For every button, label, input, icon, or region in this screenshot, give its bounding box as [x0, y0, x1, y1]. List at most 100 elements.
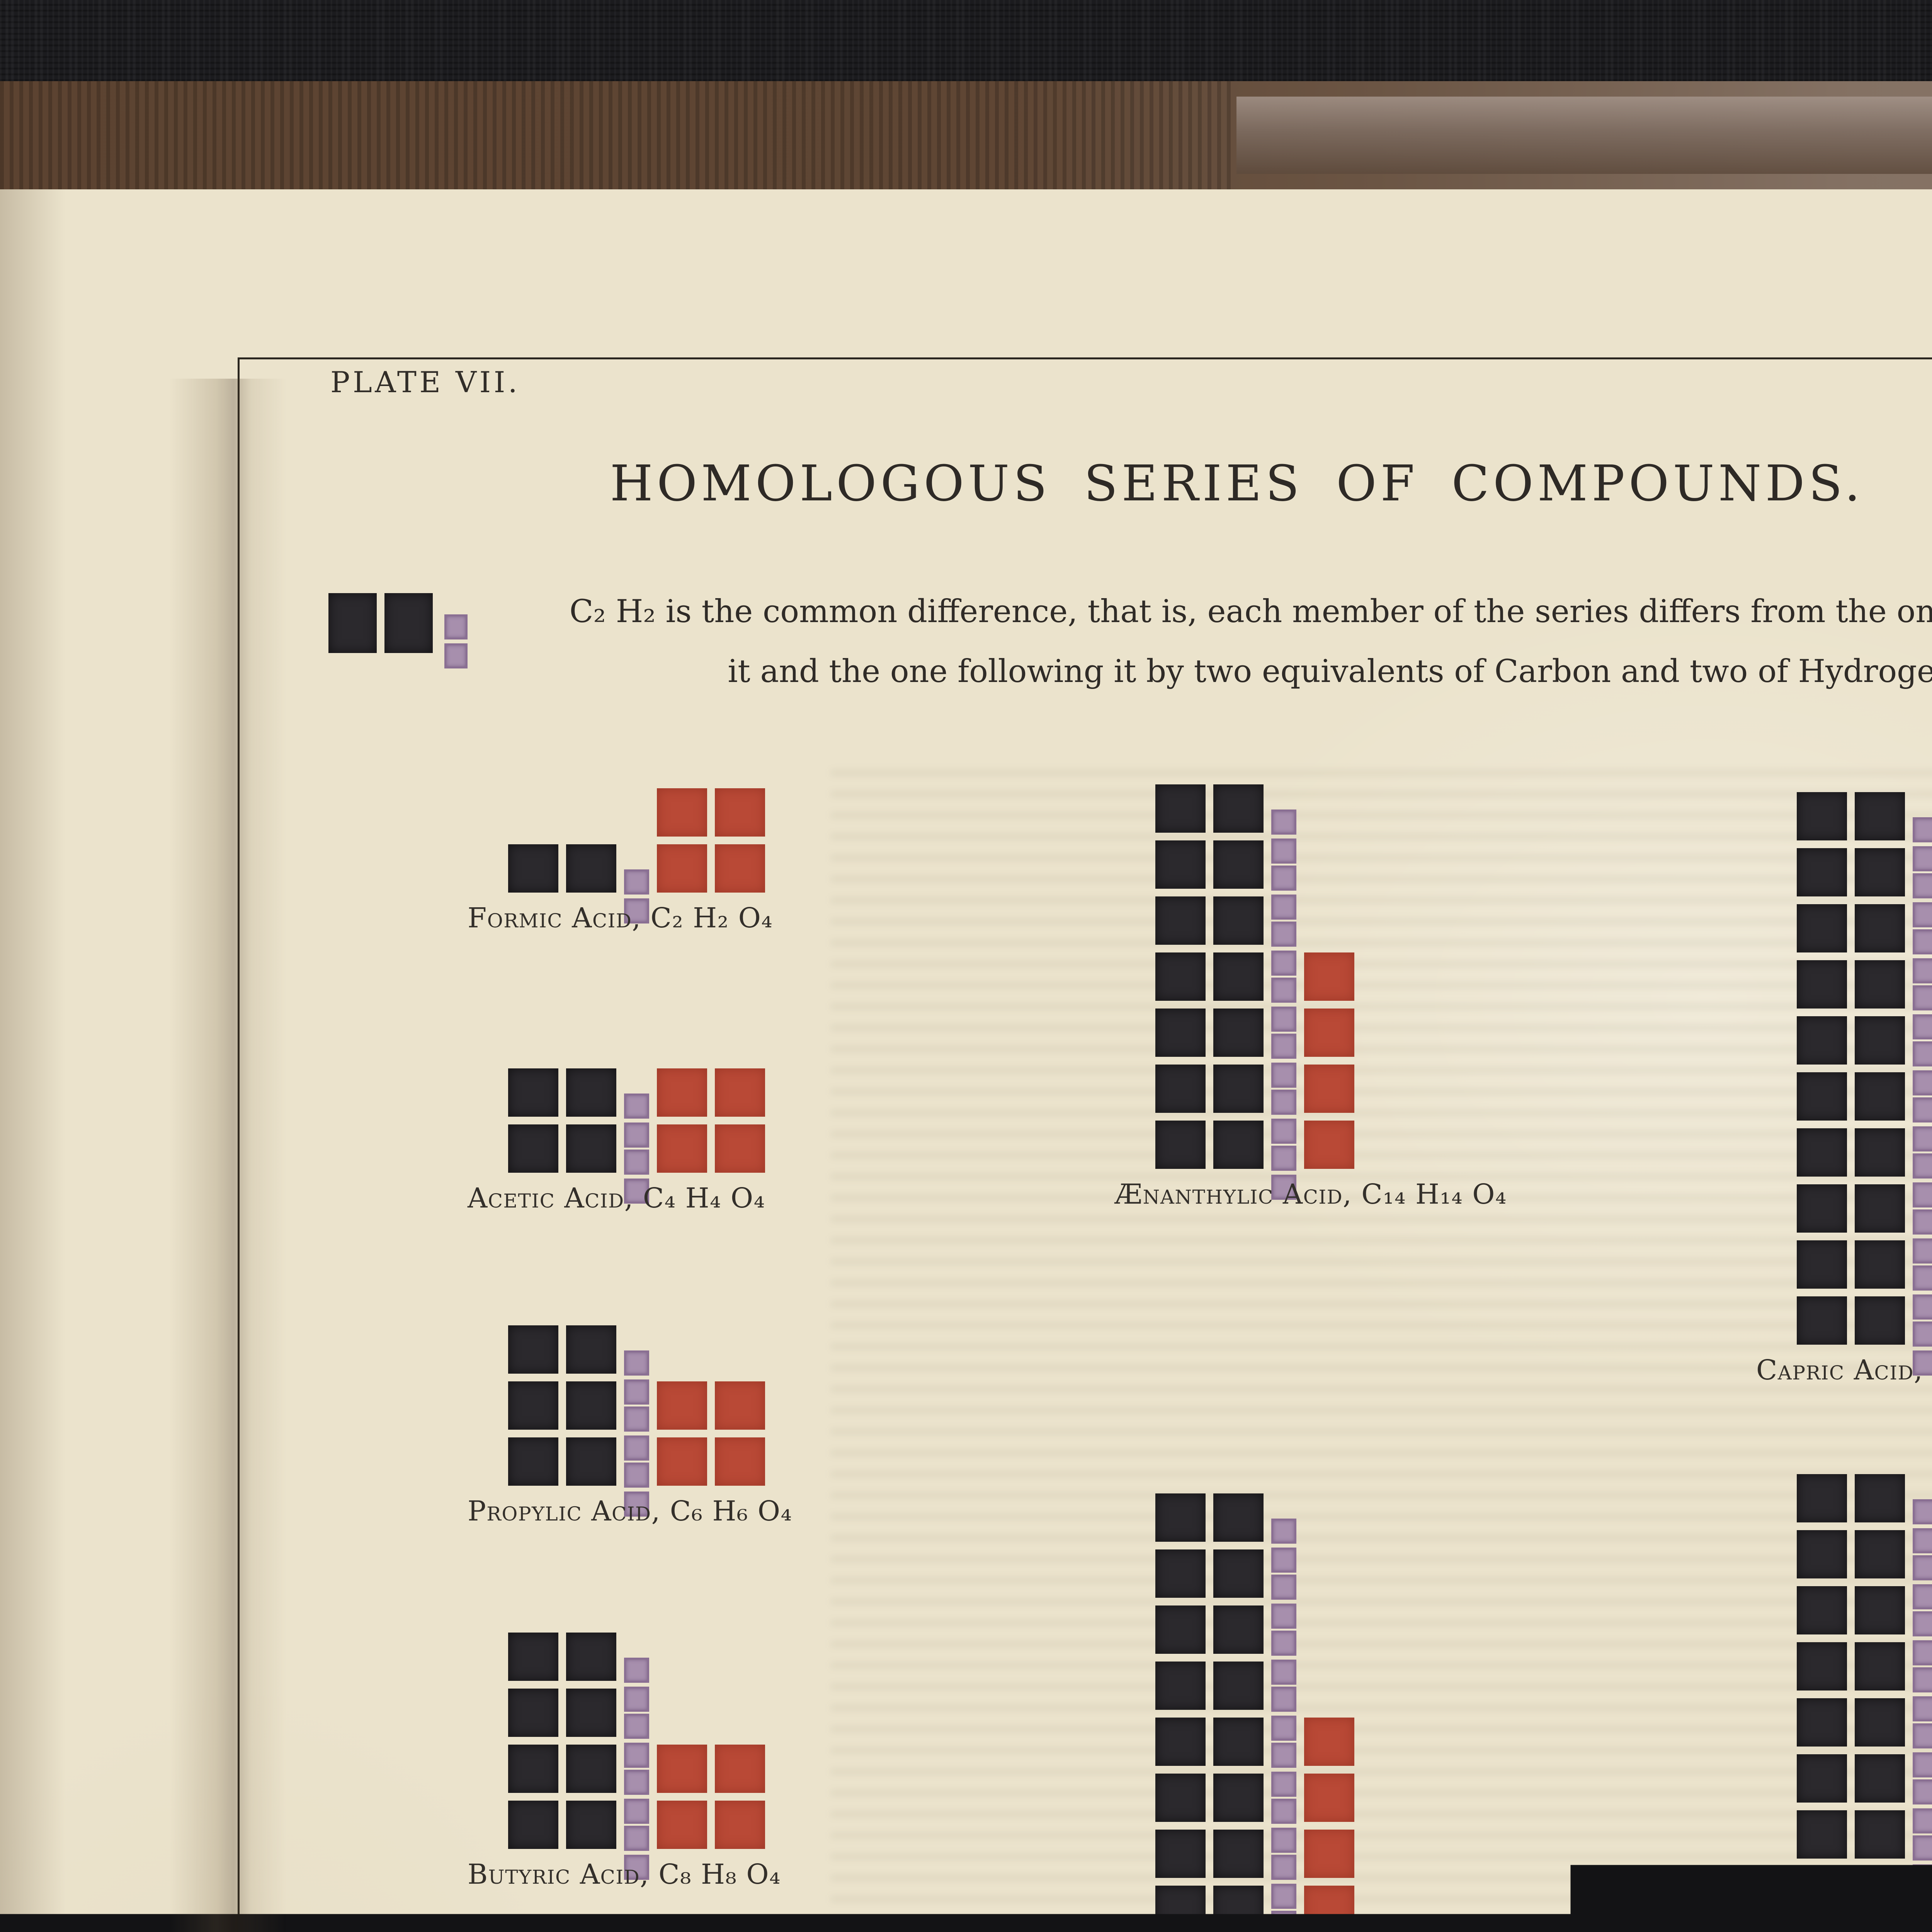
carbon-square: [1213, 1009, 1264, 1057]
hydrogen-square: [1271, 1911, 1296, 1932]
oxygen-square: [715, 1124, 765, 1173]
hydrogen-square: [1271, 922, 1296, 947]
oxygen-square: [1304, 1121, 1354, 1169]
compound-aenanthylic-label: Ænanthylic Acid, C₁₄ H₁₄ O₄: [1115, 1180, 1507, 1211]
carbon-square: [1797, 1184, 1847, 1233]
carbon-square: [1797, 1922, 1847, 1932]
hydrogen-square: [1271, 1519, 1296, 1544]
carbon-square: [508, 1633, 558, 1681]
carbon-square: [1855, 1016, 1905, 1065]
carbon-square: [1213, 1774, 1264, 1822]
carbon-square: [1855, 904, 1905, 952]
hydrogen-square: [1913, 1153, 1932, 1179]
carbon-square: [1855, 1922, 1905, 1932]
carbon-square: [1855, 1530, 1905, 1578]
hydrogen-square: [1913, 1611, 1932, 1636]
compound-capric-label: Capric Acid, C₂₀ H₂₀ O₄: [1756, 1356, 1932, 1387]
hydrogen-square: [1913, 873, 1932, 898]
hydrogen-square: [1913, 1527, 1932, 1553]
carbon-square: [566, 1437, 616, 1486]
hydrogen-square: [624, 1379, 649, 1404]
hydrogen-square: [1271, 1743, 1296, 1768]
hydrogen-square: [1271, 1799, 1296, 1824]
oxygen-square: [715, 844, 765, 893]
carbon-square: [1797, 1530, 1847, 1578]
hydrogen-square: [1271, 1659, 1296, 1684]
carbon-square: [1855, 1866, 1905, 1915]
hydrogen-square: [624, 1350, 649, 1376]
compound-butyric-label: Butyric Acid, C₈ H₈ O₄: [468, 1861, 781, 1891]
hydrogen-square: [1913, 1209, 1932, 1235]
carbon-square: [1855, 1128, 1905, 1177]
hydrogen-square: [1271, 1827, 1296, 1852]
carbon-square: [1797, 960, 1847, 1009]
carbon-square: [1797, 1016, 1847, 1065]
hydrogen-square: [1913, 1808, 1932, 1833]
hydrogen-square: [624, 1406, 649, 1432]
hydrogen-square: [624, 1826, 649, 1851]
carbon-square: [566, 1124, 616, 1173]
carbon-square: [1155, 1830, 1206, 1878]
plate-title: HOMOLOGOUS SERIES OF COMPOUNDS.: [237, 456, 1932, 514]
hydrogen-square: [624, 1150, 649, 1175]
compound-propylic-label: Propylic Acid, C₆ H₆ O₄: [468, 1497, 792, 1528]
hydrogen-square: [1271, 838, 1296, 863]
carbon-square: [566, 844, 616, 893]
carbon-square: [1797, 792, 1847, 840]
hydrogen-square: [1271, 1715, 1296, 1740]
hydrogen-square: [624, 1742, 649, 1767]
hydrogen-square: [1271, 1034, 1296, 1059]
carbon-square: [508, 1801, 558, 1849]
oxygen-square: [715, 1801, 765, 1849]
carbon-square: [1855, 1586, 1905, 1634]
carbon-square: [1155, 1605, 1206, 1654]
oxygen-square: [715, 1437, 765, 1486]
carbon-square: [1213, 1662, 1264, 1710]
oxygen-square: [715, 1068, 765, 1117]
oxygen-square: [1304, 1886, 1354, 1932]
book-scan: PLATE VII. HOMOLOGOUS SERIES OF COMPOUND…: [0, 0, 1932, 1932]
hydrogen-square: [624, 1094, 649, 1119]
hydrogen-square: [1271, 1883, 1296, 1908]
oxygen-square: [715, 1745, 765, 1793]
legend-line-2: it and the one following it by two equiv…: [460, 643, 1932, 702]
hydrogen-square: [1913, 1555, 1932, 1580]
hydrogen-square: [1913, 817, 1932, 842]
cover-cloth-texture: [0, 81, 1236, 193]
carbon-square: [1155, 1718, 1206, 1766]
carbon-square: [1213, 952, 1264, 1001]
oxygen-square: [657, 1745, 707, 1793]
carbon-square: [1797, 1642, 1847, 1690]
hydrogen-square: [1913, 929, 1932, 954]
carbon-square: [1797, 1866, 1847, 1915]
hydrogen-square: [1913, 1126, 1932, 1151]
carbon-square: [1213, 896, 1264, 945]
carbon-square: [1213, 1121, 1264, 1169]
hydrogen-square: [624, 1798, 649, 1823]
oxygen-square: [1304, 1009, 1354, 1057]
hydrogen-square: [624, 1435, 649, 1460]
hydrogen-square: [1913, 1265, 1932, 1291]
hydrogen-square: [1271, 1771, 1296, 1796]
hydrogen-square: [1913, 1070, 1932, 1095]
carbon-square: [1213, 1493, 1264, 1542]
carbon-square: [1155, 1121, 1206, 1169]
hydrogen-square: [1913, 1583, 1932, 1609]
binding-gutter-shadow: [170, 379, 286, 1932]
hydrogen-square: [1913, 1891, 1932, 1917]
carbon-square: [1155, 1662, 1206, 1710]
carbon-square: [1155, 1549, 1206, 1598]
carbon-square: [384, 593, 433, 653]
carbon-square: [1855, 1184, 1905, 1233]
carbon-square: [566, 1689, 616, 1737]
carbon-square: [1213, 1549, 1264, 1598]
hydrogen-square: [1913, 1667, 1932, 1692]
hydrogen-square: [1913, 1723, 1932, 1748]
compound-acetic-label: Acetic Acid, C₄ H₄ O₄: [468, 1184, 765, 1215]
hydrogen-square: [1271, 1575, 1296, 1600]
hydrogen-square: [624, 1714, 649, 1739]
carbon-square: [1155, 1774, 1206, 1822]
oxygen-square: [657, 844, 707, 893]
carbon-square: [508, 1325, 558, 1374]
carbon-square: [1155, 840, 1206, 889]
